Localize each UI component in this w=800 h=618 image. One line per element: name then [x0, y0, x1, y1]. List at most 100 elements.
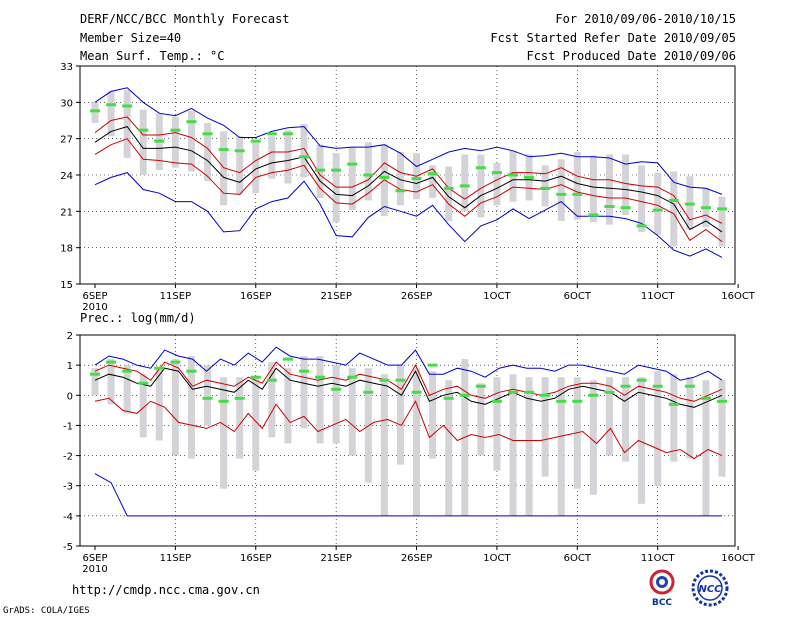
x-tick-label: 16OCT — [721, 553, 756, 564]
member-size: Member Size=40 — [80, 31, 182, 45]
spread-box — [332, 153, 340, 223]
spread-box — [364, 142, 372, 201]
y-tick-label: 30 — [60, 98, 73, 109]
x-tick-label: 6OCT — [564, 553, 592, 564]
spread-box — [300, 124, 308, 178]
spread-box — [718, 380, 726, 477]
x-year-label: 2010 — [82, 302, 107, 313]
spread-box — [123, 365, 131, 414]
series-line — [94, 116, 723, 224]
spread-box — [573, 151, 581, 220]
spread-box — [139, 109, 147, 175]
spread-box — [284, 368, 292, 444]
spread-box — [91, 368, 99, 396]
source-url[interactable]: http://cmdp.ncc.cma.gov.cn — [72, 583, 260, 597]
y-tick-label: 2 — [67, 331, 73, 342]
spread-box — [622, 154, 630, 215]
spread-box — [638, 165, 646, 232]
x-year-label: 2010 — [82, 564, 107, 575]
y-tick-label: -1 — [63, 421, 73, 432]
series-line — [94, 172, 723, 258]
series-line — [94, 126, 723, 233]
y-tick-label: -3 — [63, 482, 73, 493]
fcst-produced-date: Fcst Produced Date 2010/09/06 — [526, 49, 736, 63]
spread-box — [348, 368, 356, 456]
spread-box — [718, 196, 726, 247]
series-line — [94, 87, 723, 195]
plot-frame — [79, 65, 736, 285]
spread-box — [461, 154, 469, 212]
spread-box — [171, 359, 179, 456]
spread-box — [445, 166, 453, 222]
spread-box — [204, 122, 212, 182]
x-tick-label: 21SEP — [320, 553, 351, 564]
x-tick-label: 26SEP — [401, 553, 432, 564]
x-tick-label: 11OCT — [641, 291, 676, 302]
x-tick-label: 1OCT — [483, 291, 511, 302]
x-tick-label: 16OCT — [721, 291, 756, 302]
x-tick-label: 1OCT — [483, 553, 511, 564]
spread-box — [493, 377, 501, 471]
bcc-logo: BCC — [649, 569, 675, 608]
spread-box — [155, 368, 163, 441]
spread-box — [638, 377, 646, 504]
spread-box — [220, 131, 228, 206]
x-tick-label: 21SEP — [320, 291, 351, 302]
x-tick-label: 11SEP — [160, 553, 191, 564]
chart-title: DERF/NCC/BCC Monthly Forecast — [80, 12, 290, 26]
x-tick-label: 6SEP — [82, 553, 107, 564]
spread-box — [252, 377, 260, 471]
spread-box — [445, 380, 453, 516]
spread-box — [605, 154, 613, 225]
spread-box — [557, 377, 565, 516]
grads-credit: GrADS: COLA/IGES — [3, 606, 90, 616]
x-tick-label: 16SEP — [240, 553, 271, 564]
y-tick-label: 21 — [60, 207, 73, 218]
spread-box — [123, 90, 131, 159]
y-tick-label: -2 — [63, 452, 73, 463]
spread-box — [139, 374, 147, 438]
spread-box — [300, 356, 308, 429]
spread-box — [702, 380, 710, 516]
y-tick-label: 18 — [60, 244, 73, 255]
x-tick-label: 11OCT — [641, 553, 676, 564]
spread-box — [670, 171, 678, 247]
series-line — [94, 346, 723, 381]
spread-box — [220, 377, 228, 489]
spread-box — [429, 165, 437, 199]
x-tick-label: 6SEP — [82, 291, 107, 302]
spread-box — [686, 377, 694, 459]
series-line — [94, 361, 723, 402]
spread-box — [187, 356, 195, 459]
forecast-period: For 2010/09/06-2010/10/15 — [555, 12, 736, 26]
y-tick-label: 24 — [60, 171, 73, 182]
y-tick-label: -4 — [63, 512, 73, 523]
series-line — [94, 473, 722, 517]
spread-box — [509, 374, 517, 516]
spread-box — [654, 172, 662, 235]
variable-label: Mean Surf. Temp.: °C — [80, 49, 225, 63]
spread-box — [589, 155, 597, 223]
fcst-started-date: Fcst Started Refer Date 2010/09/05 — [490, 31, 736, 45]
bcc-logo-text: BCC — [652, 598, 672, 608]
spread-box — [284, 130, 292, 184]
temperature-panel: 15 18 21 24 27 30 33 6SEP 11SEP 16SEP 21SEP 26SEP 1O… — [60, 62, 756, 313]
spread-box — [605, 377, 613, 456]
spread-box — [187, 110, 195, 172]
spread-box — [477, 154, 485, 218]
spread-box — [268, 362, 276, 438]
spread-box — [413, 368, 421, 516]
spread-box — [236, 136, 244, 195]
spread-box — [654, 371, 662, 486]
spread-box — [557, 159, 565, 222]
plot-frame — [79, 334, 736, 547]
spread-box — [622, 377, 630, 462]
spread-box — [670, 374, 678, 462]
series-line — [94, 138, 723, 242]
spread-box — [477, 383, 485, 456]
y-tick-label: 15 — [60, 280, 73, 291]
spread-box — [204, 365, 212, 426]
ncc-logo-text: NCC — [698, 584, 722, 595]
